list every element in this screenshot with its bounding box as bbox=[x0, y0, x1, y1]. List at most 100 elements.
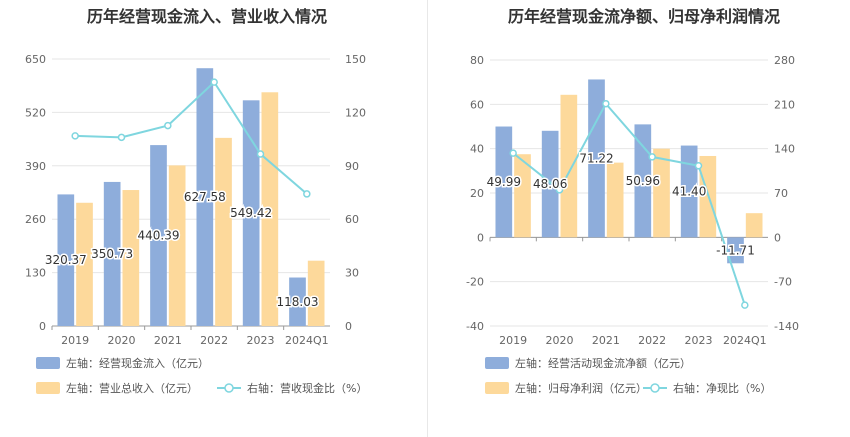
x-axis-tick: 2022 bbox=[200, 334, 228, 347]
data-label: 320.37 bbox=[45, 253, 87, 267]
legend-swatch bbox=[36, 382, 60, 394]
bar-secondary bbox=[514, 154, 531, 238]
right-axis-tick: -70 bbox=[774, 276, 792, 289]
legend-swatch-point bbox=[650, 383, 660, 393]
x-axis-tick: 2024Q1 bbox=[723, 334, 767, 347]
line-point bbox=[210, 78, 218, 86]
left-axis-tick: 40 bbox=[470, 143, 484, 156]
left-axis-tick: 0 bbox=[477, 231, 484, 244]
bar-primary bbox=[541, 130, 559, 238]
line-point bbox=[303, 190, 311, 198]
right-axis-tick: -140 bbox=[774, 320, 799, 333]
legend-label: 右轴：净现比（%） bbox=[673, 381, 771, 395]
right-axis-tick: 0 bbox=[345, 320, 352, 333]
legend-label: 左轴：归母净利润（亿元） bbox=[515, 381, 647, 395]
line-point bbox=[164, 121, 172, 130]
right-axis-tick: 30 bbox=[345, 267, 359, 280]
x-axis-tick: 2023 bbox=[685, 334, 713, 347]
bar-primary bbox=[495, 126, 513, 238]
data-label: 549.42 bbox=[230, 206, 272, 220]
data-label: 71.22 bbox=[579, 151, 613, 165]
left-axis-tick: 0 bbox=[39, 320, 46, 333]
left-axis-tick: 260 bbox=[25, 213, 46, 226]
series-line bbox=[512, 101, 746, 306]
data-label: 50.96 bbox=[626, 174, 660, 188]
right-axis-tick: 120 bbox=[345, 106, 366, 119]
bar-primary bbox=[150, 145, 167, 326]
chart-net-cashflow-profit: 历年经营现金流净额、归母净利润情况 -40 -20 0 20 40 60 80 -140 -70 0… bbox=[466, 7, 799, 395]
x-axis-tick: 2021 bbox=[154, 334, 182, 347]
legend-swatch-point bbox=[224, 383, 234, 393]
right-axis-tick: 280 bbox=[774, 54, 795, 67]
x-axis-tick: 2022 bbox=[638, 334, 666, 347]
line-point bbox=[694, 162, 703, 170]
legend-swatch bbox=[485, 382, 509, 394]
x-axis-tick: 2023 bbox=[247, 334, 275, 347]
x-axis-tick: 2021 bbox=[592, 334, 620, 347]
bar-primary bbox=[588, 79, 605, 238]
panel-divider bbox=[427, 0, 428, 437]
bar-secondary bbox=[745, 213, 763, 238]
data-label: 627.58 bbox=[184, 190, 226, 204]
left-axis-tick: 80 bbox=[470, 54, 484, 67]
legend-label: 左轴：经营现金流入（亿元） bbox=[66, 356, 209, 370]
data-label: 48.06 bbox=[533, 177, 567, 191]
chart-title: 历年经营现金流净额、归母净利润情况 bbox=[508, 7, 780, 26]
right-axis-tick: 210 bbox=[774, 98, 795, 111]
chart-cash-inflow-revenue: 历年经营现金流入、营业收入情况 0 130 260 390 520 650 0 30 60 90 12… bbox=[25, 7, 367, 395]
legend-swatch bbox=[485, 357, 509, 369]
legend-label: 右轴：营收现金比（%） bbox=[247, 381, 367, 395]
legend-label: 左轴：营业总收入（亿元） bbox=[66, 381, 198, 395]
line-point bbox=[555, 186, 564, 194]
line-point bbox=[509, 149, 517, 157]
data-label: 41.40 bbox=[672, 184, 706, 198]
chart-title: 历年经营现金流入、营业收入情况 bbox=[87, 7, 327, 26]
bar-primary bbox=[57, 194, 75, 326]
line-point bbox=[741, 301, 749, 309]
data-label: 440.39 bbox=[137, 229, 179, 243]
bar-secondary bbox=[606, 162, 624, 238]
x-axis-tick: 2020 bbox=[546, 334, 574, 347]
right-axis-tick: 60 bbox=[345, 213, 359, 226]
x-axis-tick: 2019 bbox=[499, 334, 527, 347]
bar-secondary bbox=[653, 148, 670, 238]
bar-secondary bbox=[76, 202, 93, 326]
legend-label: 左轴：经营活动现金流净额（亿元） bbox=[515, 356, 691, 370]
legend-swatch bbox=[36, 357, 60, 369]
data-label: 118.03 bbox=[276, 295, 318, 309]
x-axis-tick: 2024Q1 bbox=[285, 334, 329, 347]
line-point bbox=[256, 150, 265, 158]
data-label: 350.73 bbox=[91, 247, 133, 261]
bar-secondary bbox=[560, 94, 578, 238]
left-axis-tick: 60 bbox=[470, 98, 484, 111]
bar-secondary bbox=[215, 137, 232, 326]
right-axis-tick: 140 bbox=[774, 143, 795, 156]
bar-secondary bbox=[261, 92, 279, 326]
bar-secondary bbox=[168, 165, 186, 326]
line-point bbox=[602, 99, 610, 108]
left-axis-tick: 130 bbox=[25, 267, 46, 280]
bar-primary bbox=[680, 145, 698, 238]
left-axis-tick: -20 bbox=[466, 276, 484, 289]
bar-primary bbox=[242, 100, 260, 326]
bar-primary bbox=[289, 277, 306, 326]
x-axis-tick: 2020 bbox=[108, 334, 136, 347]
right-axis-tick: 90 bbox=[345, 160, 359, 173]
data-label: 49.99 bbox=[487, 175, 521, 189]
line-point bbox=[71, 132, 79, 140]
x-axis-tick: 2019 bbox=[61, 334, 89, 347]
left-axis-tick: 390 bbox=[25, 160, 46, 173]
line-point bbox=[117, 133, 126, 142]
left-axis-tick: 20 bbox=[470, 187, 484, 200]
right-axis-tick: 150 bbox=[345, 53, 366, 66]
right-axis-tick: 70 bbox=[774, 187, 788, 200]
bar-primary bbox=[196, 68, 214, 327]
data-label: -11.71 bbox=[716, 243, 755, 257]
left-axis-tick: -40 bbox=[466, 320, 484, 333]
left-axis-tick: 520 bbox=[25, 106, 46, 119]
left-axis-tick: 650 bbox=[25, 53, 46, 66]
line-point bbox=[648, 153, 656, 161]
bar-primary bbox=[103, 181, 121, 326]
bar-secondary bbox=[122, 190, 140, 326]
